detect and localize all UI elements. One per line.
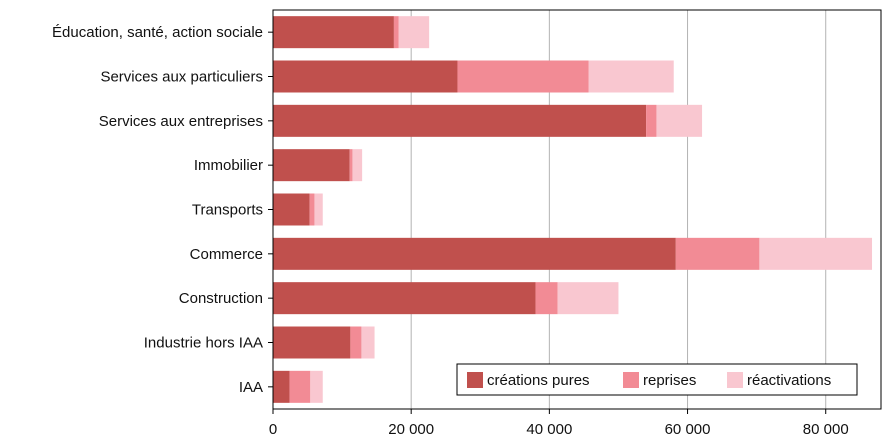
x-axis-ticks: 0 20 000 40 000 60 000 80 000 xyxy=(269,409,849,438)
x-tick-label: 20 000 xyxy=(388,421,434,438)
category-label: Industrie hors IAA xyxy=(144,335,263,352)
bar-segment-1 xyxy=(273,282,536,315)
bar-segment-2 xyxy=(535,282,558,315)
bar-segment-1 xyxy=(273,370,290,403)
bar-segment-2 xyxy=(675,237,760,270)
bar-segment-2 xyxy=(393,16,399,49)
bar-segment-3 xyxy=(557,282,619,315)
x-tick-label: 0 xyxy=(269,421,277,438)
category-label: Construction xyxy=(179,290,263,307)
bar-segment-1 xyxy=(273,60,458,93)
x-tick-label: 60 000 xyxy=(665,421,711,438)
category-label: Immobilier xyxy=(194,157,263,174)
bar-segment-2 xyxy=(646,104,657,137)
bar-segment-1 xyxy=(273,326,351,359)
legend: créations pures reprises réactivations xyxy=(456,363,858,396)
bar-segment-3 xyxy=(398,16,430,49)
legend-swatch xyxy=(623,372,639,388)
category-label: IAA xyxy=(239,379,263,396)
bar-segment-3 xyxy=(361,326,375,359)
bar-segment-1 xyxy=(273,237,676,270)
legend-label: créations pures xyxy=(487,372,590,389)
bar-segment-2 xyxy=(309,193,315,226)
bar-segment-2 xyxy=(349,149,353,182)
bar-segment-3 xyxy=(352,149,363,182)
legend-label: réactivations xyxy=(747,372,831,389)
bar-segment-2 xyxy=(350,326,362,359)
bar-segment-2 xyxy=(457,60,589,93)
bar-segment-3 xyxy=(656,104,703,137)
bar-segment-3 xyxy=(310,370,323,403)
bar-segment-3 xyxy=(588,60,674,93)
legend-swatch xyxy=(727,372,743,388)
x-tick-label: 80 000 xyxy=(803,421,849,438)
category-label: Transports xyxy=(192,202,263,219)
category-label: Services aux entreprises xyxy=(99,113,263,130)
category-labels: Éducation, santé, action sociale Services… xyxy=(52,24,273,396)
legend-box xyxy=(456,363,858,396)
x-tick-label: 40 000 xyxy=(526,421,572,438)
legend-swatch xyxy=(467,372,483,388)
bars xyxy=(273,16,873,403)
legend-label: reprises xyxy=(643,372,696,389)
bar-segment-3 xyxy=(314,193,323,226)
category-label: Commerce xyxy=(190,246,263,263)
bar-segment-1 xyxy=(273,16,394,49)
bar-segment-3 xyxy=(759,237,873,270)
bar-segment-2 xyxy=(289,370,311,403)
category-label: Services aux particuliers xyxy=(100,69,263,86)
plot-frame xyxy=(272,9,882,410)
bar-segment-1 xyxy=(273,193,310,226)
bar-segment-1 xyxy=(273,149,350,182)
category-label: Éducation, santé, action sociale xyxy=(52,24,263,41)
bar-segment-1 xyxy=(273,104,647,137)
